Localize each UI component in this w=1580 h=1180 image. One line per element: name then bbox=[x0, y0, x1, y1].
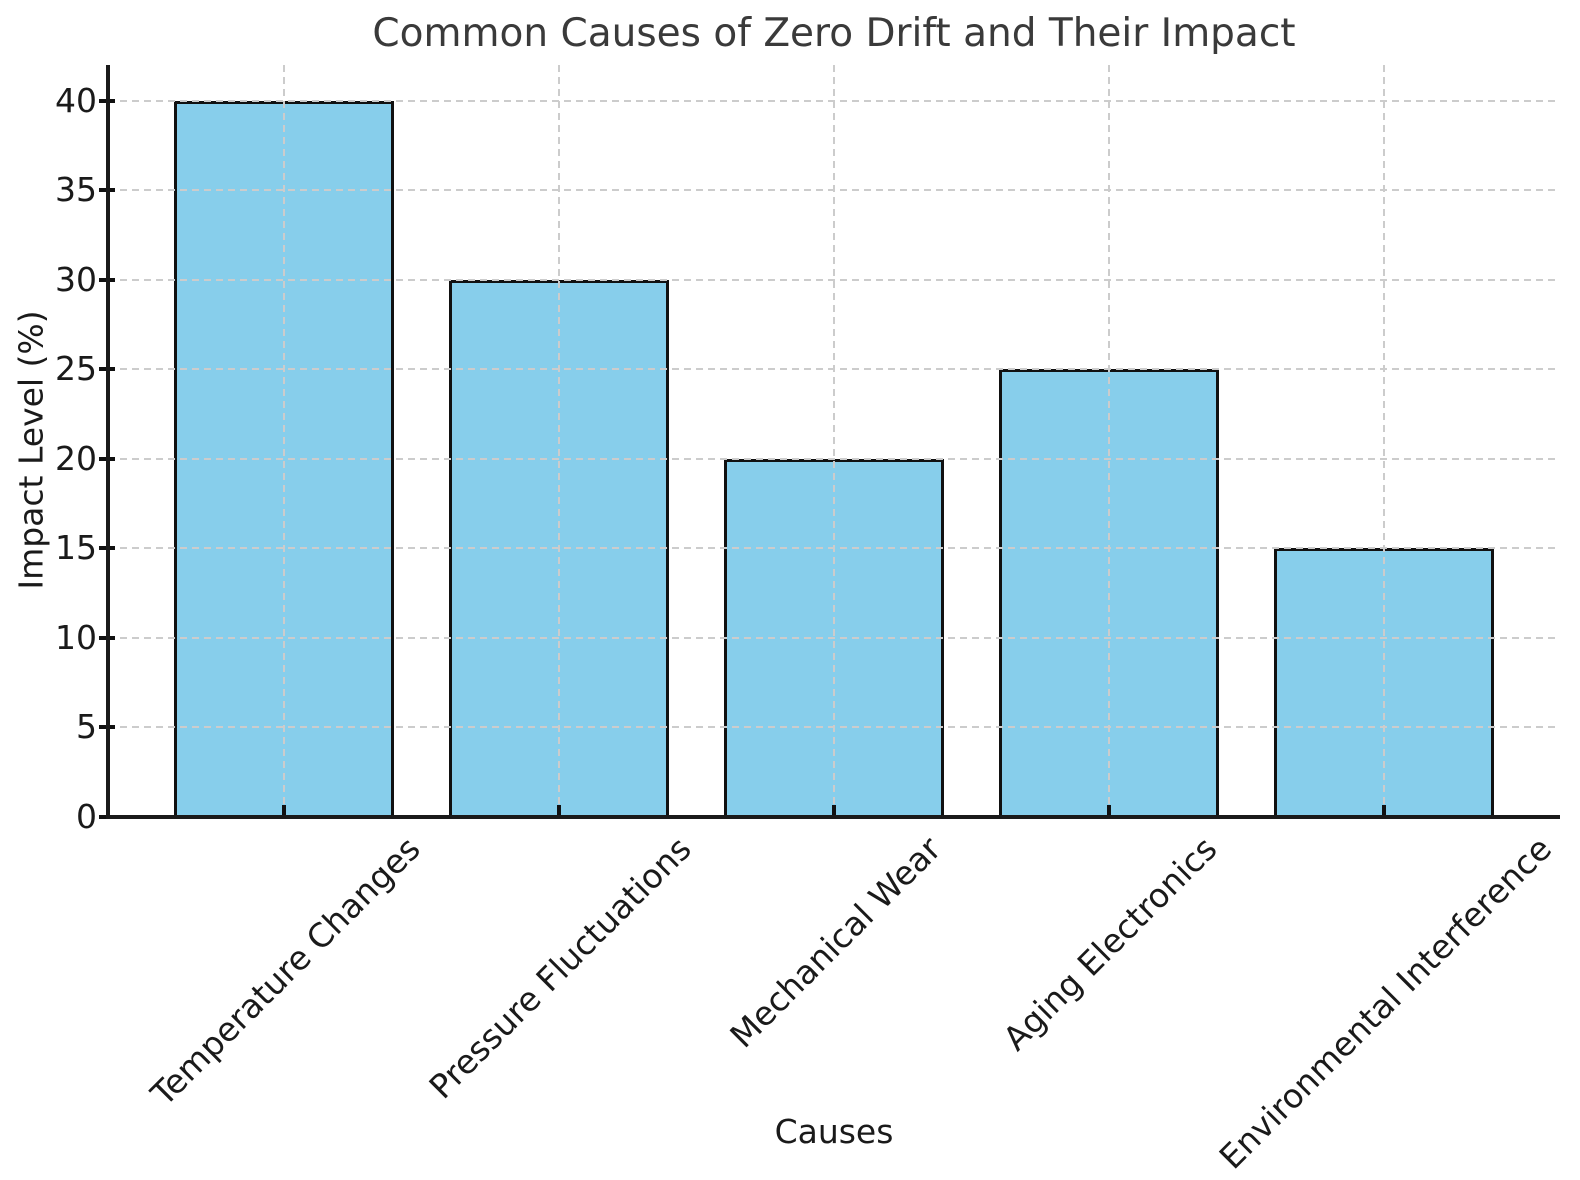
y-tick-label: 30 bbox=[55, 259, 97, 299]
x-tick-mark bbox=[1107, 805, 1111, 817]
y-tick-label: 0 bbox=[76, 797, 97, 836]
v-gridline bbox=[283, 65, 285, 817]
y-tick-label: 5 bbox=[76, 707, 97, 747]
v-gridline bbox=[558, 65, 560, 817]
v-gridline bbox=[833, 65, 835, 817]
v-gridline bbox=[1108, 65, 1110, 817]
y-tick-label: 10 bbox=[55, 617, 97, 657]
x-axis-spine bbox=[106, 815, 1560, 819]
y-axis-spine bbox=[106, 65, 110, 817]
x-tick-label: Aging Electronics bbox=[995, 829, 1225, 1059]
x-axis-title: Causes bbox=[774, 1112, 894, 1151]
x-tick-label: Mechanical Wear bbox=[721, 829, 949, 1056]
x-tick-mark bbox=[832, 805, 836, 817]
x-tick-label: Temperature Changes bbox=[142, 829, 428, 1114]
x-tick-mark bbox=[1382, 805, 1386, 817]
v-gridline bbox=[1383, 65, 1385, 817]
y-tick-label: 20 bbox=[55, 438, 97, 478]
x-tick-label: Pressure Fluctuations bbox=[421, 829, 699, 1107]
plot-area bbox=[99, 65, 1560, 819]
x-tick-mark bbox=[557, 805, 561, 817]
chart-title: Common Causes of Zero Drift and Their Im… bbox=[372, 11, 1296, 56]
y-tick-label: 15 bbox=[55, 528, 97, 568]
x-tick-mark bbox=[282, 805, 286, 817]
y-tick-label: 35 bbox=[55, 170, 97, 210]
y-tick-label: 25 bbox=[55, 349, 97, 389]
y-tick-label: 40 bbox=[55, 80, 97, 120]
